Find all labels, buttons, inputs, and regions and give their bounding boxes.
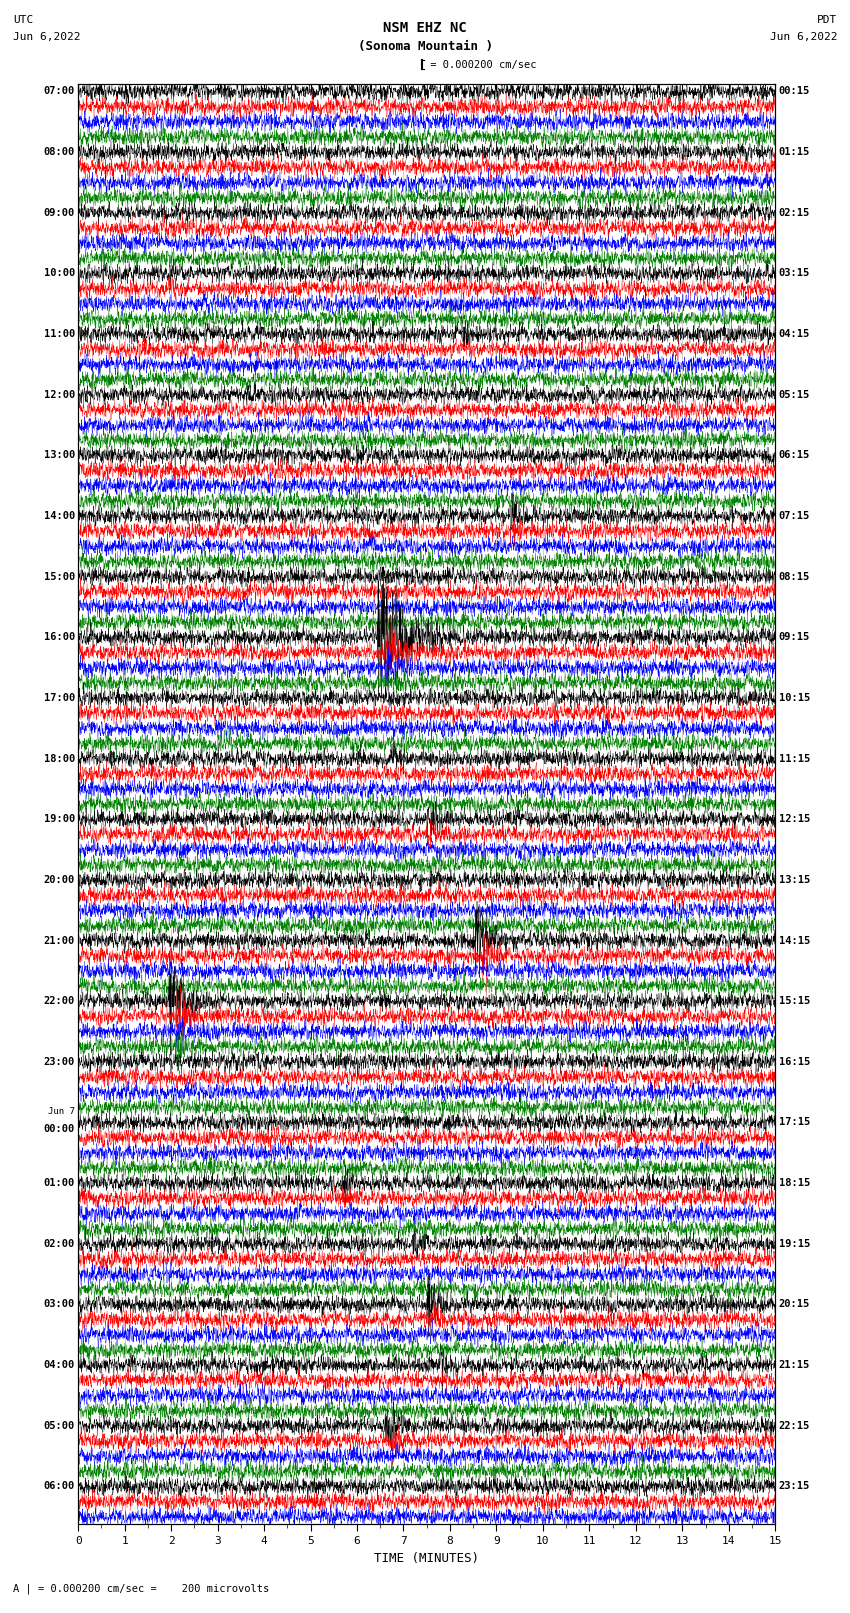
Text: 20:15: 20:15 bbox=[779, 1300, 810, 1310]
Text: 23:15: 23:15 bbox=[779, 1481, 810, 1492]
Text: 03:15: 03:15 bbox=[779, 268, 810, 279]
Text: Jun 6,2022: Jun 6,2022 bbox=[13, 32, 80, 42]
Text: 14:00: 14:00 bbox=[43, 511, 75, 521]
Text: 16:00: 16:00 bbox=[43, 632, 75, 642]
Text: 05:00: 05:00 bbox=[43, 1421, 75, 1431]
Text: 08:00: 08:00 bbox=[43, 147, 75, 156]
Text: 09:00: 09:00 bbox=[43, 208, 75, 218]
Text: 11:00: 11:00 bbox=[43, 329, 75, 339]
Text: 01:00: 01:00 bbox=[43, 1177, 75, 1189]
Text: 12:15: 12:15 bbox=[779, 815, 810, 824]
Text: 10:00: 10:00 bbox=[43, 268, 75, 279]
Text: (Sonoma Mountain ): (Sonoma Mountain ) bbox=[358, 40, 492, 53]
Text: 11:15: 11:15 bbox=[779, 753, 810, 763]
Text: 10:15: 10:15 bbox=[779, 694, 810, 703]
Text: 18:00: 18:00 bbox=[43, 753, 75, 763]
Text: 15:00: 15:00 bbox=[43, 571, 75, 582]
Text: 08:15: 08:15 bbox=[779, 571, 810, 582]
Text: 00:15: 00:15 bbox=[779, 87, 810, 97]
Text: 15:15: 15:15 bbox=[779, 997, 810, 1007]
Text: Jun 7: Jun 7 bbox=[48, 1107, 75, 1116]
Text: 13:15: 13:15 bbox=[779, 874, 810, 886]
Text: 01:15: 01:15 bbox=[779, 147, 810, 156]
Text: 03:00: 03:00 bbox=[43, 1300, 75, 1310]
Text: 22:15: 22:15 bbox=[779, 1421, 810, 1431]
Text: 19:00: 19:00 bbox=[43, 815, 75, 824]
Text: 18:15: 18:15 bbox=[779, 1177, 810, 1189]
Text: Jun 6,2022: Jun 6,2022 bbox=[770, 32, 837, 42]
Text: 13:00: 13:00 bbox=[43, 450, 75, 460]
Text: 21:15: 21:15 bbox=[779, 1360, 810, 1369]
Text: 00:00: 00:00 bbox=[43, 1124, 75, 1134]
Text: 21:00: 21:00 bbox=[43, 936, 75, 945]
X-axis label: TIME (MINUTES): TIME (MINUTES) bbox=[374, 1552, 479, 1565]
Text: 07:00: 07:00 bbox=[43, 87, 75, 97]
Text: 16:15: 16:15 bbox=[779, 1057, 810, 1066]
Text: 04:00: 04:00 bbox=[43, 1360, 75, 1369]
Text: PDT: PDT bbox=[817, 15, 837, 24]
Text: 19:15: 19:15 bbox=[779, 1239, 810, 1248]
Text: 04:15: 04:15 bbox=[779, 329, 810, 339]
Text: 02:15: 02:15 bbox=[779, 208, 810, 218]
Text: = 0.000200 cm/sec: = 0.000200 cm/sec bbox=[424, 60, 536, 69]
Text: 06:15: 06:15 bbox=[779, 450, 810, 460]
Text: 09:15: 09:15 bbox=[779, 632, 810, 642]
Text: 20:00: 20:00 bbox=[43, 874, 75, 886]
Text: A | = 0.000200 cm/sec =    200 microvolts: A | = 0.000200 cm/sec = 200 microvolts bbox=[13, 1582, 269, 1594]
Text: 22:00: 22:00 bbox=[43, 997, 75, 1007]
Text: 07:15: 07:15 bbox=[779, 511, 810, 521]
Text: UTC: UTC bbox=[13, 15, 33, 24]
Text: 17:00: 17:00 bbox=[43, 694, 75, 703]
Text: 23:00: 23:00 bbox=[43, 1057, 75, 1066]
Text: 05:15: 05:15 bbox=[779, 390, 810, 400]
Text: 14:15: 14:15 bbox=[779, 936, 810, 945]
Text: NSM EHZ NC: NSM EHZ NC bbox=[383, 21, 467, 35]
Text: 12:00: 12:00 bbox=[43, 390, 75, 400]
Text: 06:00: 06:00 bbox=[43, 1481, 75, 1492]
Text: 17:15: 17:15 bbox=[779, 1118, 810, 1127]
Text: 02:00: 02:00 bbox=[43, 1239, 75, 1248]
